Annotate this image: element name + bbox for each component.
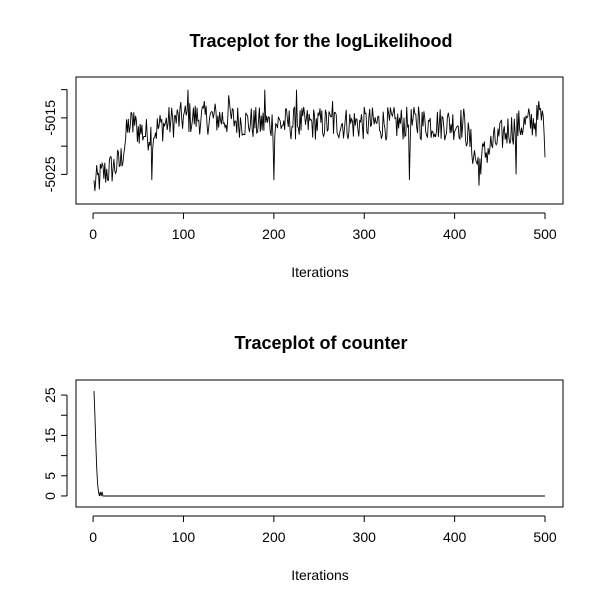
counter-traceplot: Traceplot of counter 0 100 200 300 400 500 0 5… — [42, 333, 564, 583]
x-tick-label: 400 — [443, 529, 467, 545]
y-tick-label: 5 — [42, 472, 58, 480]
y-tick-label: 15 — [42, 427, 58, 443]
x-axis: 0 100 200 300 400 500 — [89, 212, 557, 242]
x-tick-label: 200 — [262, 529, 286, 545]
series-line — [93, 89, 546, 192]
x-axis-label: Iterations — [291, 567, 349, 583]
chart-title: Traceplot of counter — [234, 333, 407, 353]
x-tick-label: 500 — [533, 529, 557, 545]
y-axis: -5025 -5015 — [42, 89, 68, 192]
y-tick-label: -5025 — [42, 156, 58, 192]
series-marks — [93, 89, 546, 192]
y-tick-label: 0 — [42, 492, 58, 500]
x-axis-label: Iterations — [291, 264, 349, 280]
y-tick-label: -5015 — [42, 100, 58, 136]
x-tick-label: 0 — [89, 529, 97, 545]
y-axis: 0 5 15 25 — [42, 387, 68, 500]
y-tick-label: 25 — [42, 387, 58, 403]
x-tick-label: 400 — [443, 226, 467, 242]
x-tick-label: 300 — [353, 529, 377, 545]
x-tick-label: 100 — [172, 529, 196, 545]
loglikelihood-traceplot: Traceplot for the logLikelihood 0 100 200 3… — [42, 31, 564, 280]
series-line — [93, 390, 545, 497]
x-tick-label: 0 — [89, 226, 97, 242]
series-marks — [93, 390, 545, 497]
plot-frame — [75, 379, 564, 508]
x-tick-label: 300 — [353, 226, 377, 242]
x-axis: 0 100 200 300 400 500 — [89, 515, 557, 545]
x-tick-label: 500 — [533, 226, 557, 242]
plot-frame — [75, 76, 564, 205]
x-tick-label: 100 — [172, 226, 196, 242]
chart-title: Traceplot for the logLikelihood — [189, 31, 452, 51]
x-tick-label: 200 — [262, 226, 286, 242]
